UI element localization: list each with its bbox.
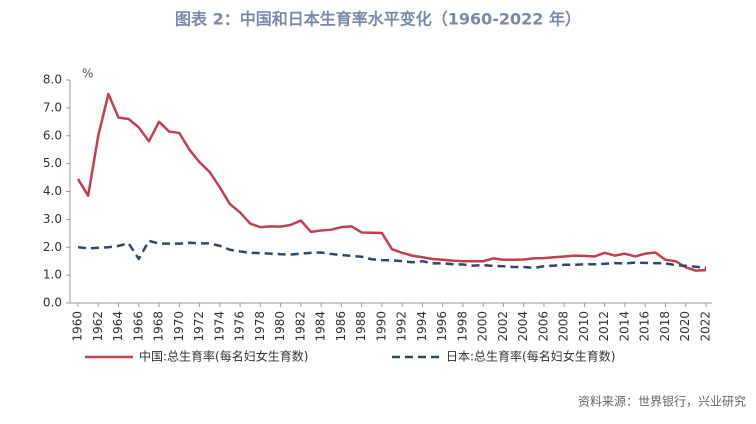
x-tick-label: 1976 [233,311,247,342]
x-tick-label: 1974 [212,311,226,342]
x-tick-label: 1978 [253,311,267,342]
x-tick-label: 1988 [354,311,368,342]
x-tick-label: 1986 [334,311,348,342]
x-tick-label: 1960 [71,311,85,342]
y-tick-label: 5.0 [43,156,62,170]
x-tick-label: 2000 [476,311,490,342]
x-tick-label: 1970 [172,311,186,342]
y-tick-label: 2.0 [43,240,62,254]
y-tick-label: 6.0 [43,128,62,142]
x-tick-label: 1990 [374,311,388,342]
y-unit: % [82,67,93,81]
y-tick-label: 4.0 [43,184,62,198]
chart-title: 图表 2：中国和日本生育率水平变化（1960-2022 年） [175,10,581,29]
x-tick-label: 1992 [395,311,409,342]
y-tick-label: 1.0 [43,268,62,282]
x-tick-label: 2008 [557,311,571,342]
x-tick-label: 2010 [577,311,591,342]
source-note: 资料来源：世界银行，兴业研究 [578,394,746,409]
y-tick-label: 8.0 [43,73,62,87]
x-tick-label: 2018 [658,311,672,342]
x-tick-label: 1994 [415,311,429,342]
series-line [76,92,707,272]
x-tick-label: 1980 [273,311,287,342]
x-tick-label: 1966 [131,311,145,342]
x-tick-label: 1964 [111,311,125,342]
x-tick-label: 2012 [597,311,611,342]
x-tick-label: 1962 [91,311,105,342]
x-tick-label: 2016 [638,311,652,342]
legend-label: 日本:总生育率(每名妇女生育数) [446,349,615,364]
x-tick-label: 1984 [314,311,328,342]
series-line [77,239,707,270]
x-tick-label: 1968 [152,311,166,342]
y-tick-label: 0.0 [43,296,62,310]
x-tick-label: 1996 [435,311,449,342]
x-tick-label: 2006 [536,311,550,342]
y-tick-label: 3.0 [43,212,62,226]
y-tick-label: 7.0 [43,100,62,114]
x-tick-label: 2002 [496,311,510,342]
x-tick-label: 1982 [293,311,307,342]
x-tick-label: 2004 [516,311,530,342]
x-tick-label: 2014 [617,311,631,342]
x-tick-label: 2022 [699,311,713,342]
x-tick-label: 2020 [678,311,692,342]
legend-label: 中国:总生育率(每名妇女生育数) [139,349,308,364]
x-tick-label: 1998 [455,311,469,342]
x-tick-label: 1972 [192,311,206,342]
